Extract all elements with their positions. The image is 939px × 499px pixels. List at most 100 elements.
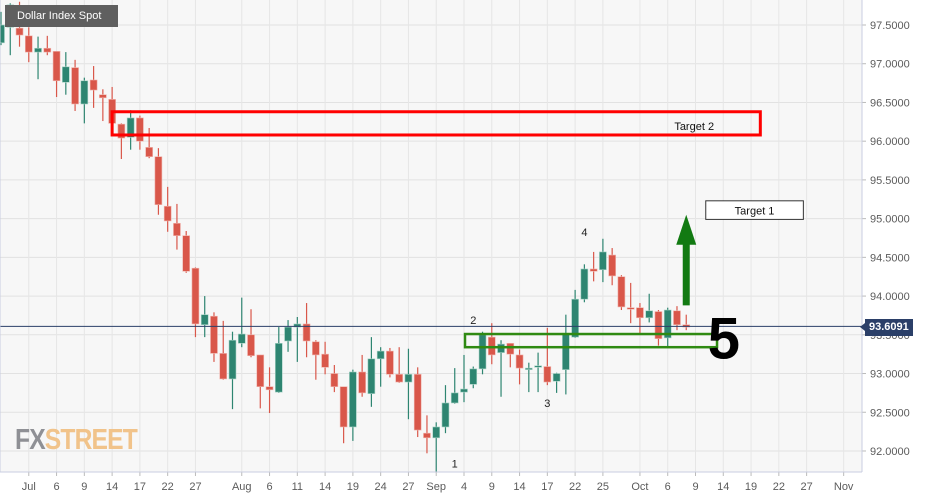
candle <box>617 275 626 311</box>
bullish-candle-body <box>228 339 237 380</box>
x-tick-label: 19 <box>745 481 757 493</box>
candle <box>284 320 292 352</box>
plot-background <box>0 0 862 472</box>
x-tick-label: 6 <box>665 481 671 493</box>
bearish-candle-body <box>163 205 172 222</box>
x-tick-label: 14 <box>106 481 118 493</box>
candle <box>450 368 459 404</box>
target-1-box <box>705 200 804 220</box>
candle <box>608 248 616 286</box>
target-2-label: Target 2 <box>674 121 714 133</box>
bullish-candle-body <box>237 333 246 344</box>
bullish-candle-body <box>552 373 561 382</box>
bullish-candle-body <box>200 314 209 326</box>
bullish-candle-body <box>274 343 283 393</box>
bullish-candle-body <box>478 334 487 370</box>
bearish-candle-body <box>386 350 394 375</box>
candle <box>173 203 181 250</box>
bearish-candle-body <box>99 94 107 99</box>
fxstreet-logo: FXSTREET <box>15 424 138 457</box>
bearish-candle-body <box>43 47 52 53</box>
bearish-candle-body <box>423 432 431 439</box>
wave-label: 2 <box>470 315 476 327</box>
x-tick-label: 4 <box>461 481 467 493</box>
candle <box>515 349 524 385</box>
x-tick-label: Aug <box>232 481 252 493</box>
bearish-candle-body <box>312 341 320 356</box>
bearish-candle-body <box>617 276 626 308</box>
bearish-candle-body <box>136 117 144 142</box>
bearish-candle-body <box>154 156 163 205</box>
bullish-candle-body <box>34 47 42 53</box>
candle <box>469 366 478 389</box>
bullish-candle-body <box>599 251 607 271</box>
bearish-candle-body <box>145 147 153 157</box>
bullish-candle-body <box>571 298 579 338</box>
y-tick-label: 94.5000 <box>870 252 910 264</box>
candle <box>302 303 311 358</box>
x-tick-label: 6 <box>266 481 272 493</box>
candle <box>80 77 89 124</box>
candle <box>534 352 542 393</box>
candle <box>589 251 598 282</box>
target-2-box <box>110 110 762 137</box>
bearish-candle-body <box>210 315 218 354</box>
candle <box>339 386 348 444</box>
y-tick-label: 96.0000 <box>870 136 910 148</box>
candle <box>423 415 431 454</box>
chart-title: Dollar Index Spot <box>5 5 118 27</box>
x-tick-label: Jul <box>22 481 36 493</box>
candle <box>210 312 218 362</box>
x-tick-label: 27 <box>189 481 201 493</box>
x-tick-label: 14 <box>513 481 525 493</box>
x-tick-label: Sep <box>426 481 446 493</box>
x-tick-label: 22 <box>162 481 174 493</box>
up-arrow-icon <box>676 214 697 245</box>
bearish-candle-body <box>626 307 635 310</box>
bullish-candle-body <box>404 373 413 383</box>
bullish-candle-body <box>376 350 385 360</box>
bearish-candle-body <box>52 51 61 82</box>
candle <box>126 110 135 150</box>
annotations: Target 2 Target 1 1 2 3 4 5 <box>0 110 866 470</box>
y-tick-label: 94.0000 <box>870 291 910 303</box>
candle <box>367 337 376 407</box>
candle <box>145 128 153 159</box>
candle <box>200 296 209 338</box>
candle <box>386 347 394 378</box>
x-tick-label: 24 <box>375 481 387 493</box>
x-tick-label: 27 <box>800 481 812 493</box>
candle <box>432 422 441 473</box>
candle <box>349 369 357 441</box>
wave-label: 5 <box>708 307 740 372</box>
candle <box>358 354 366 397</box>
candle <box>525 362 533 393</box>
bearish-candle-body <box>358 371 366 394</box>
x-tick-label: 27 <box>402 481 414 493</box>
y-tick-label: 92.5000 <box>870 407 910 419</box>
x-tick-label: 17 <box>541 481 553 493</box>
bearish-candle-body <box>302 323 311 342</box>
x-tick-label: 9 <box>692 481 698 493</box>
candle <box>99 89 107 122</box>
candle <box>228 331 237 410</box>
candles <box>0 1 691 473</box>
bearish-candle-body <box>321 353 329 368</box>
bearish-candle-body <box>182 235 190 272</box>
axes: 92.000092.500093.000093.500094.000094.50… <box>0 0 910 493</box>
bullish-candle-body <box>469 368 478 385</box>
y-tick-label: 93.0000 <box>870 369 910 381</box>
x-tick-label: 22 <box>569 481 581 493</box>
candle <box>219 320 228 380</box>
bearish-candle-body <box>589 268 598 272</box>
wave-label: 3 <box>544 398 550 410</box>
candle <box>654 310 663 346</box>
bearish-candle-body <box>71 67 79 105</box>
bullish-candle-body <box>126 117 135 138</box>
candle <box>62 52 70 95</box>
bullish-candle-body <box>284 326 292 342</box>
x-tick-label: 17 <box>134 481 146 493</box>
y-tick-label: 92.0000 <box>870 446 910 458</box>
x-tick-label: 25 <box>597 481 609 493</box>
bearish-candle-body <box>636 307 644 319</box>
